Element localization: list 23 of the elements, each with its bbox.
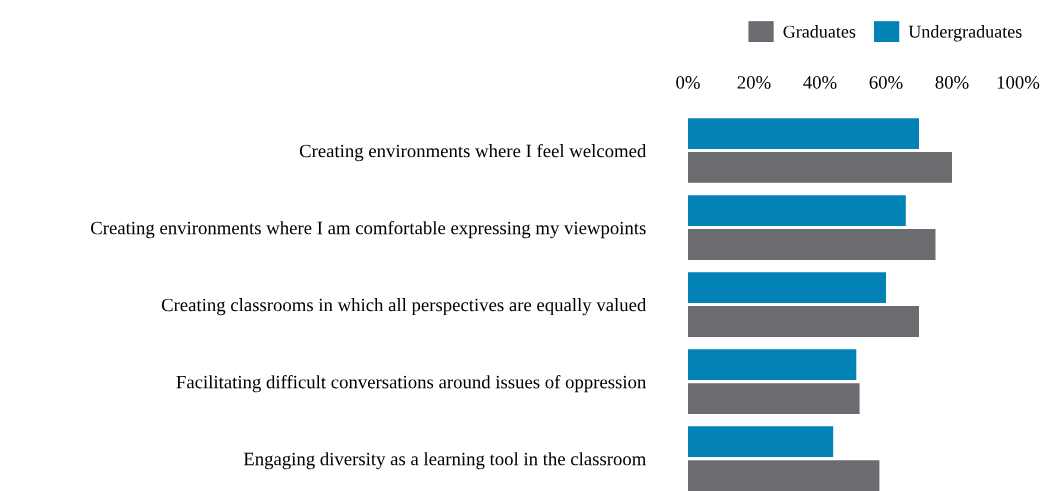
bar (688, 460, 880, 491)
bar (688, 195, 906, 227)
bar (688, 383, 860, 414)
y-tick-label: Facilitating difficult conversations around issues of oppression (176, 375, 647, 393)
y-tick-label: Creating classrooms in which all perspectives are equally valued (161, 298, 647, 316)
bar (688, 306, 919, 337)
x-tick-label: 0% (676, 76, 700, 89)
y-tick-label: Engaging diversity as a learning tool in the classroom (243, 452, 647, 470)
x-tick-label: 20% (737, 76, 771, 89)
bar (688, 229, 936, 260)
y-tick-label: Creating environments where I am comfortable expressing my viewpoints (90, 220, 646, 239)
legend-label: Graduates (783, 25, 856, 38)
bar (688, 426, 834, 458)
bar (688, 152, 952, 183)
y-tick-label: Creating environments where I feel welcomed (299, 143, 647, 162)
bar (688, 349, 857, 381)
x-tick-label: 100% (997, 76, 1040, 89)
bar (688, 118, 919, 149)
x-tick-label: 80% (935, 76, 969, 89)
x-tick-label: 40% (803, 76, 837, 89)
bar (688, 272, 886, 304)
x-tick-label: 60% (869, 76, 903, 89)
legend-label: Undergraduates (908, 25, 1022, 42)
